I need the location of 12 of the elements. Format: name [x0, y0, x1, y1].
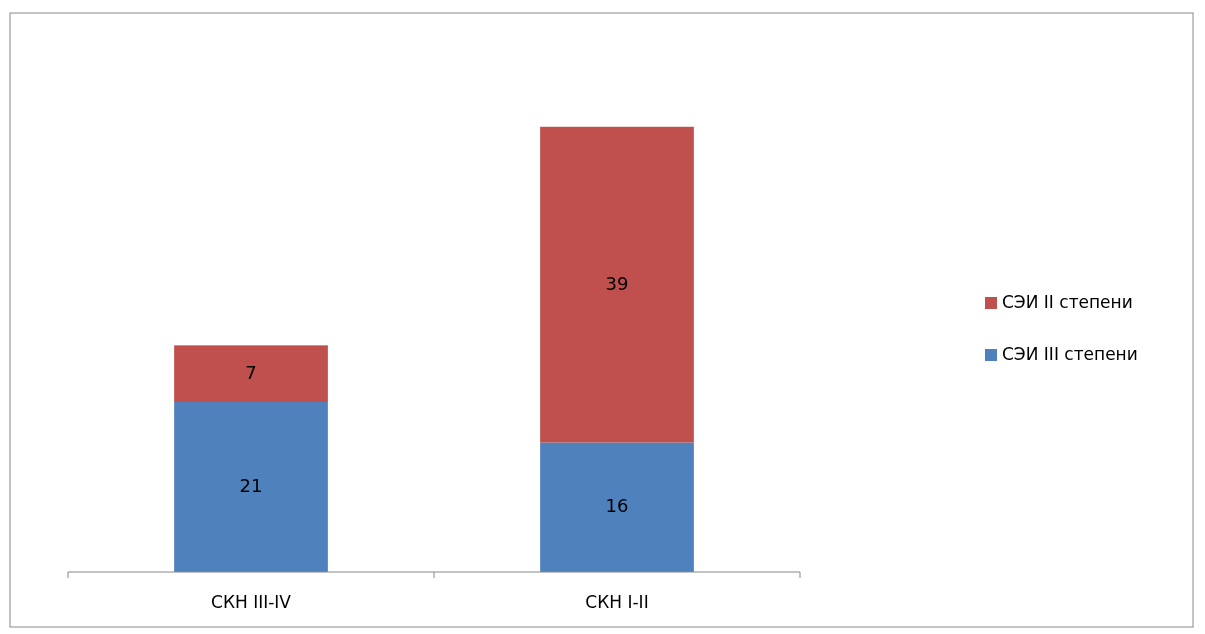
legend-label: СЭИ III степени — [1002, 344, 1138, 364]
data-label: 39 — [605, 272, 629, 294]
data-label: 16 — [605, 495, 629, 517]
data-label: 21 — [239, 475, 263, 496]
x-tick-label: СКН III-IV — [211, 592, 292, 612]
bar — [174, 402, 328, 572]
bar — [540, 442, 694, 572]
legend-label: СЭИ II степени — [1002, 292, 1133, 312]
data-label: 7 — [245, 361, 257, 383]
x-tick-label: СКН I-II — [585, 592, 649, 612]
bar — [540, 126, 694, 443]
bar — [174, 345, 328, 403]
